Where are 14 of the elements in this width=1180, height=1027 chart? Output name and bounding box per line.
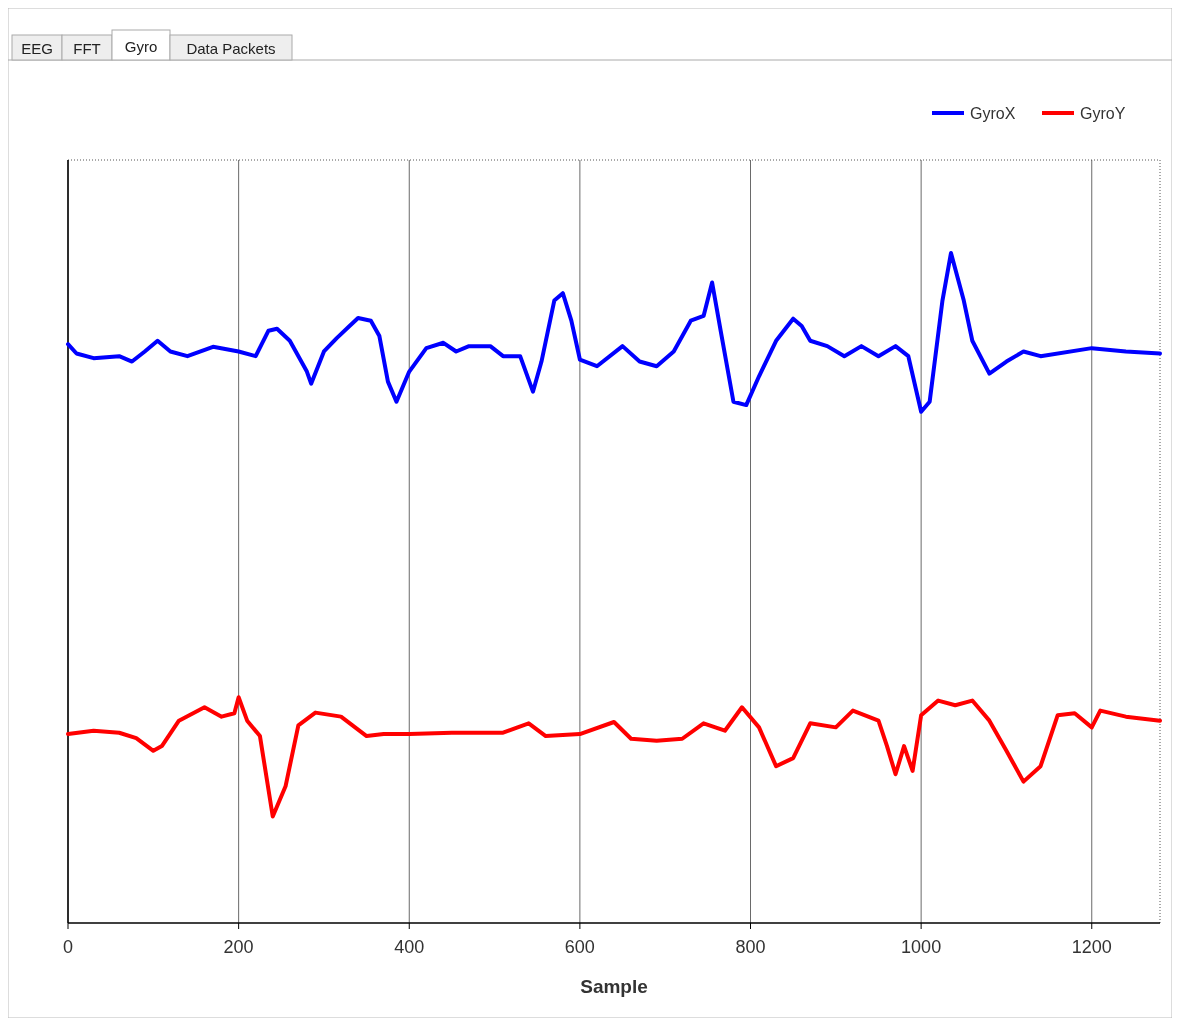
x-tick-label: 200 (223, 937, 254, 957)
tab: EEG (11, 34, 63, 61)
x-tick-label: 1000 (901, 937, 942, 957)
legend-label: GyroX (970, 105, 1016, 122)
tab: Data Packets (169, 34, 293, 61)
x-tick-label: 600 (564, 937, 595, 957)
x-tick-label: 800 (735, 937, 766, 957)
tab: Gyro (111, 29, 171, 61)
x-tick-label: 400 (394, 937, 425, 957)
legend-label: GyroY (1080, 105, 1126, 122)
tab: FFT (61, 34, 113, 61)
x-axis-title: Sample (580, 976, 648, 997)
x-tick-label: 0 (62, 937, 74, 957)
x-tick-label: 1200 (1071, 937, 1112, 957)
